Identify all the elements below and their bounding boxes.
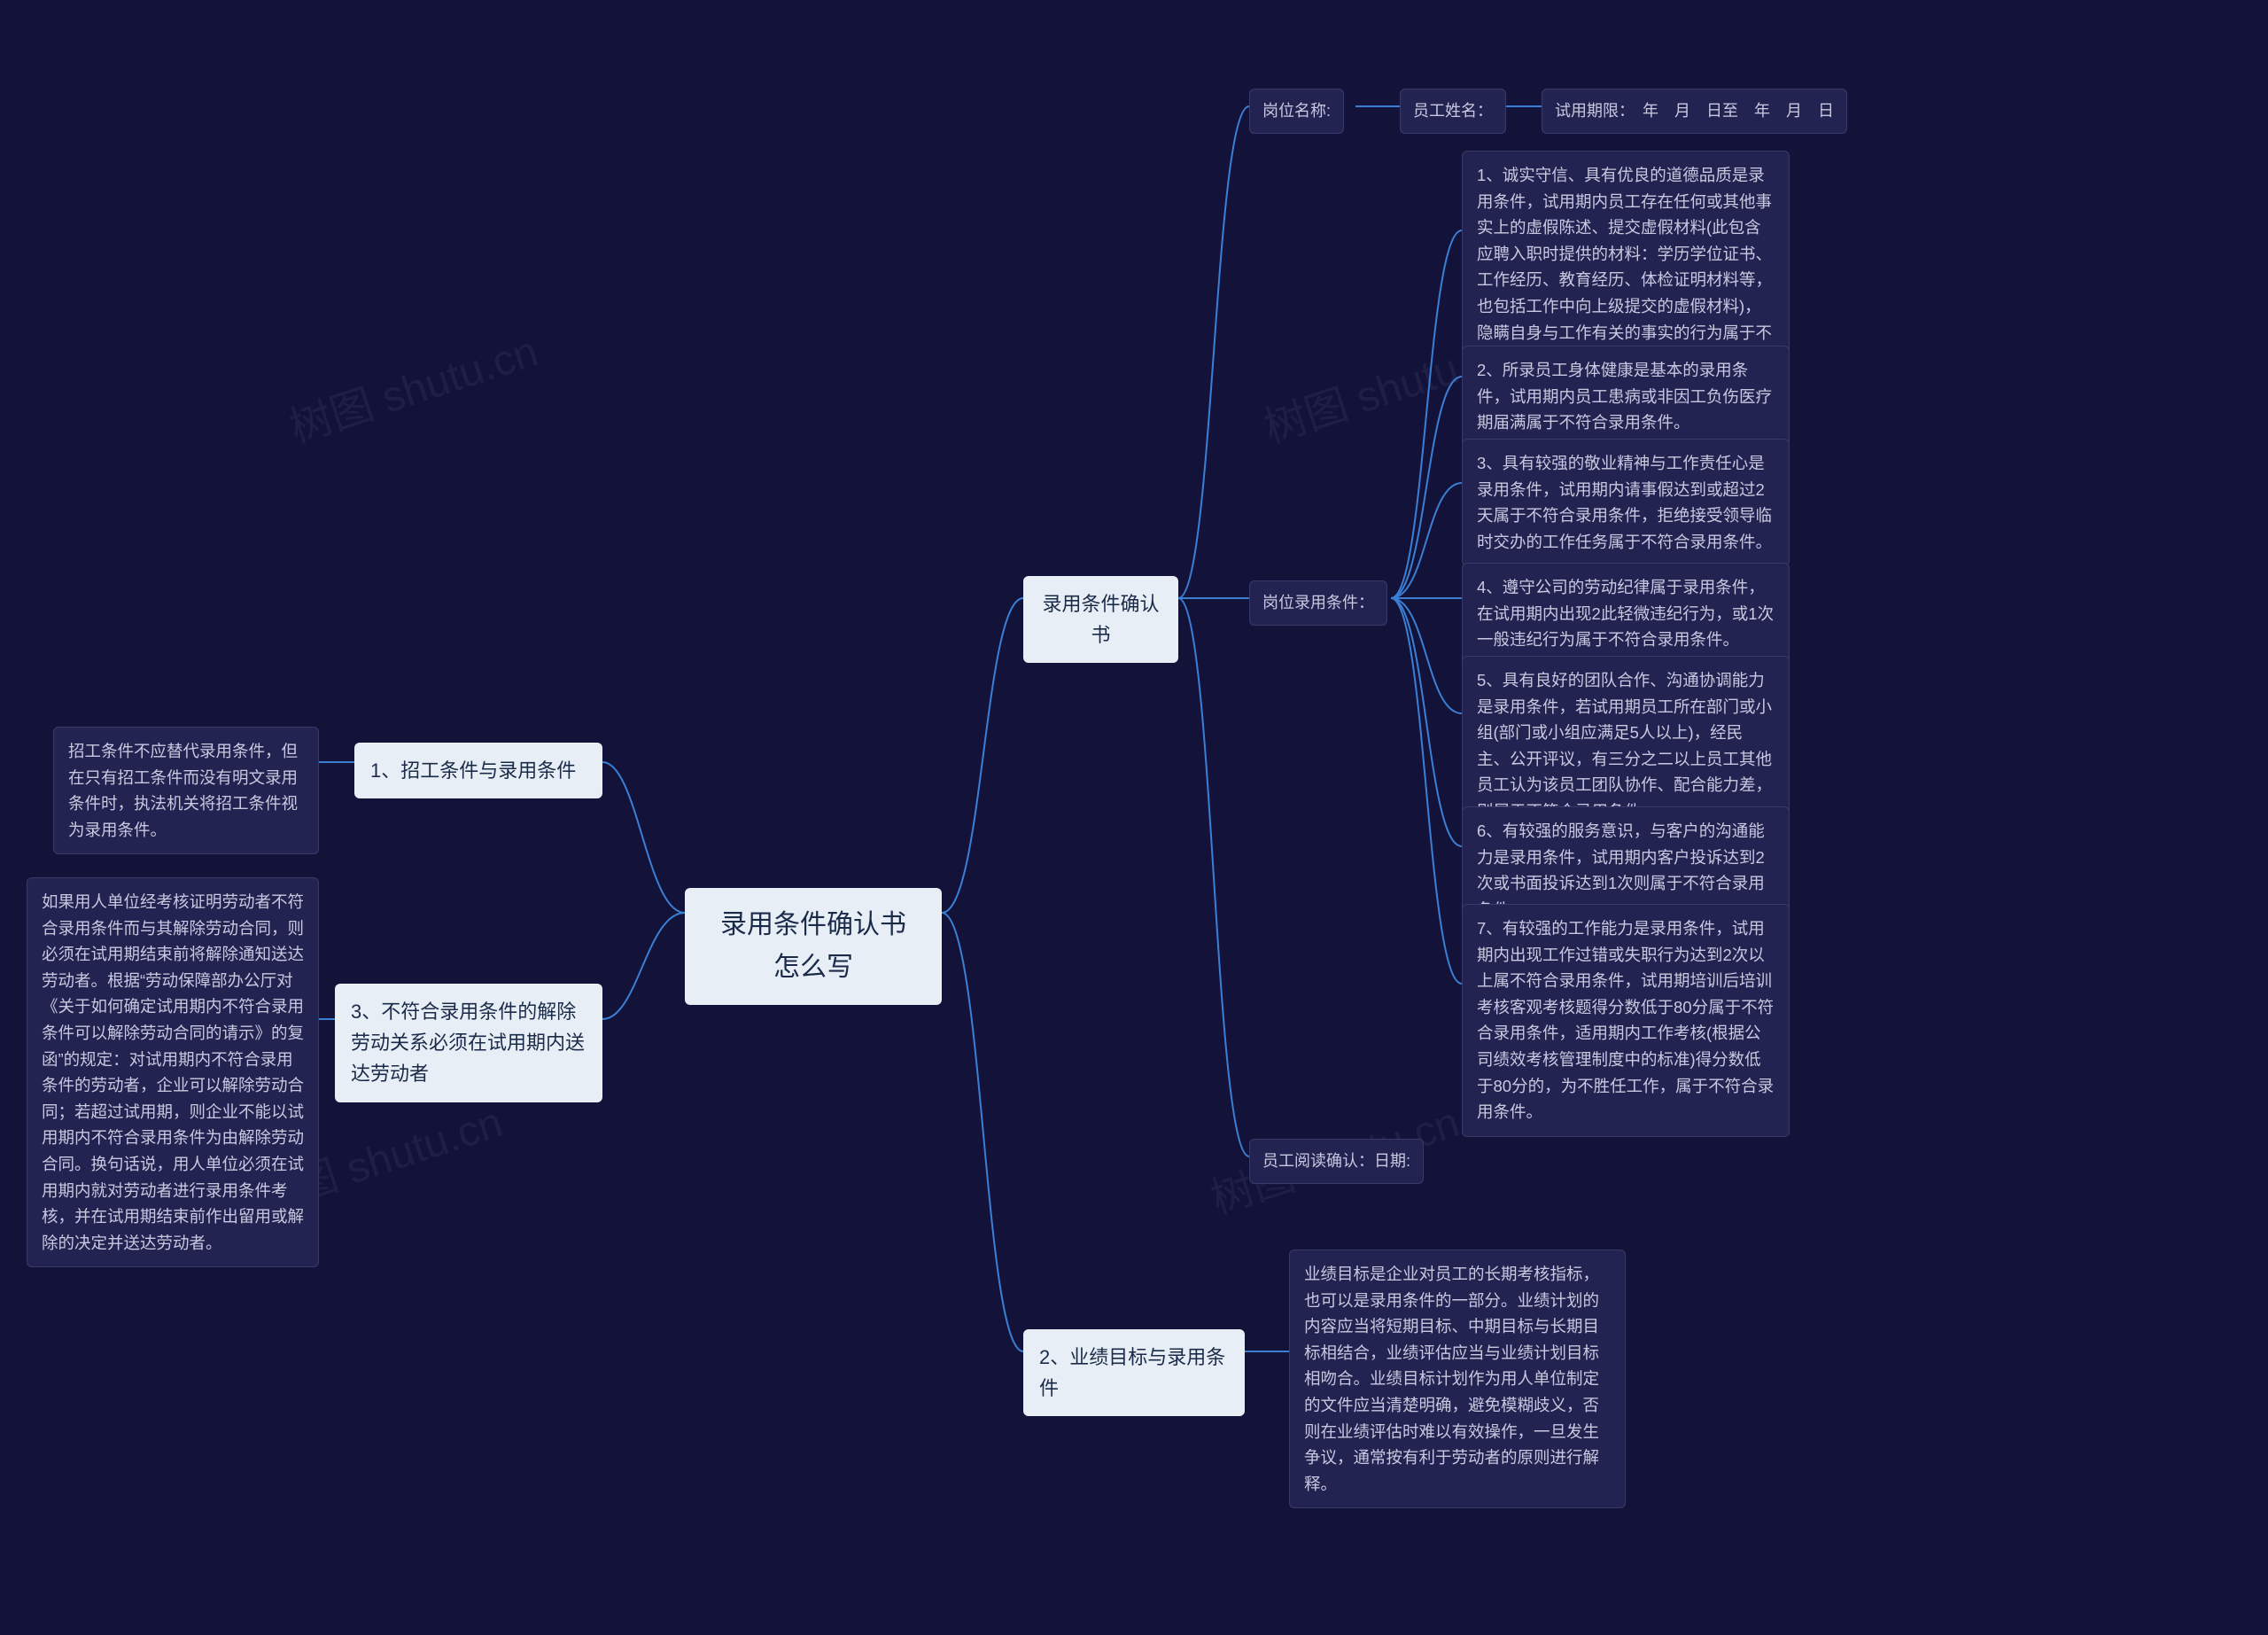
branch-3-node[interactable]: 3、不符合录用条件的解除劳动关系必须在试用期内送达劳动者 xyxy=(335,984,602,1102)
employee-confirm-node: 员工阅读确认：日期: xyxy=(1249,1139,1424,1184)
probation-period-node: 试用期限： 年 月 日至 年 月 日 xyxy=(1542,89,1847,134)
confirm-letter-node[interactable]: 录用条件确认书 xyxy=(1023,576,1178,663)
performance-target-node[interactable]: 2、业绩目标与录用条件 xyxy=(1023,1329,1245,1416)
employee-name-node: 员工姓名： xyxy=(1400,89,1506,134)
branch-1-leaf: 招工条件不应替代录用条件，但在只有招工条件而没有明文录用条件时，执法机关将招工条… xyxy=(53,727,319,854)
root-node[interactable]: 录用条件确认书怎么写 xyxy=(685,888,942,1005)
condition-item-7: 7、有较强的工作能力是录用条件，试用期内出现工作过错或失职行为达到2次以上属不符… xyxy=(1462,904,1790,1137)
condition-item-3: 3、具有较强的敬业精神与工作责任心是录用条件，试用期内请事假达到或超过2天属于不… xyxy=(1462,439,1790,566)
position-name-node: 岗位名称: xyxy=(1249,89,1344,134)
branch-1-node[interactable]: 1、招工条件与录用条件 xyxy=(354,743,602,798)
performance-target-leaf: 业绩目标是企业对员工的长期考核指标，也可以是录用条件的一部分。业绩计划的内容应当… xyxy=(1289,1250,1626,1508)
condition-item-2: 2、所录员工身体健康是基本的录用条件，试用期内员工患病或非因工负伤医疗期届满属于… xyxy=(1462,346,1790,448)
condition-item-4: 4、遵守公司的劳动纪律属于录用条件，在试用期内出现2此轻微违纪行为，或1次一般违… xyxy=(1462,563,1790,665)
watermark: 树图 shutu.cn xyxy=(280,316,544,455)
hiring-conditions-node[interactable]: 岗位录用条件： xyxy=(1249,580,1387,626)
branch-3-leaf: 如果用人单位经考核证明劳动者不符合录用条件而与其解除劳动合同，则必须在试用期结束… xyxy=(27,877,319,1267)
